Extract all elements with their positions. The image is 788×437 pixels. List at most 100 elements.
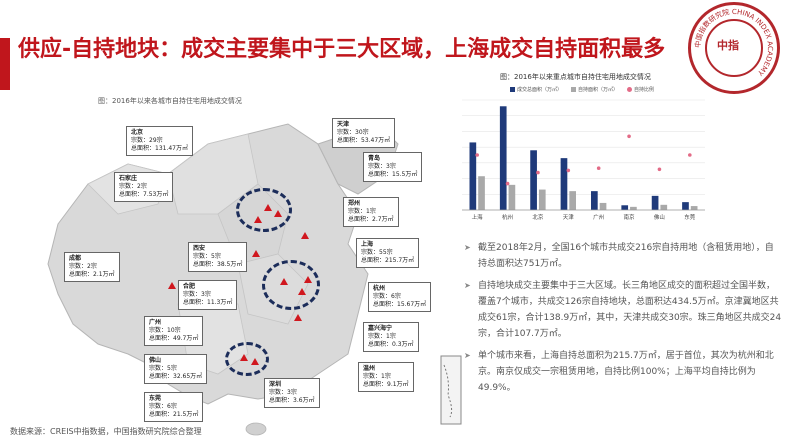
callout-city: 石家庄 (119, 175, 138, 182)
seal-ring-text: 中国指数研究院 CHINA INDEX ACADEMY (693, 7, 774, 77)
callout-area: 总面积：53.47万㎡ (337, 137, 391, 144)
callout-city: 北京 (131, 129, 144, 136)
bar-self-东莞 (690, 206, 698, 210)
bar-self-天津 (569, 191, 576, 210)
ratio-point-佛山 (657, 167, 662, 172)
callout-area: 总面积：3.6万㎡ (269, 397, 315, 404)
callout-city: 西安 (193, 245, 206, 252)
map-caption: 图：2016年以来各城市自持住宅用地成交情况 (98, 97, 242, 105)
zhengzhou-marker (252, 250, 260, 257)
callout-city: 郑州 (348, 200, 361, 207)
x-tick-label: 上海 (472, 213, 484, 221)
qingdao-marker (301, 232, 309, 239)
x-tick-label: 天津 (563, 214, 575, 221)
callout-city: 杭州 (373, 285, 386, 292)
callout-area: 总面积：21.5万㎡ (149, 411, 199, 418)
guangzhou-marker (240, 354, 248, 361)
callout-city: 嘉兴海宁 (368, 325, 393, 332)
bar-self-北京 (538, 189, 546, 210)
callout-wenzhou: 温州 宗数：1宗 总面积：9.1万㎡ (358, 362, 414, 392)
bar-total-北京 (530, 150, 537, 210)
yangtze-delta-region-circle (262, 260, 320, 310)
seal-center-text: 中指 (717, 39, 739, 52)
bar-total-南京 (621, 205, 629, 210)
hefei-marker (280, 278, 288, 285)
callout-hangzhou: 杭州 宗数：6宗 总面积：15.67万㎡ (368, 282, 432, 312)
callout-count: 宗数：1宗 (348, 208, 376, 215)
callout-guangzhou: 广州 宗数：10宗 总面积：49.7万㎡ (144, 316, 204, 346)
x-tick-label: 南京 (624, 213, 636, 221)
callout-area: 总面积：131.47万㎡ (131, 145, 188, 152)
chengdu-marker (168, 282, 176, 289)
hangzhou-marker (298, 288, 306, 295)
data-source-note: 数据来源：CREIS中指数据，中国指数研究院综合整理 (10, 427, 202, 436)
x-tick-label: 佛山 (654, 213, 665, 221)
callout-area: 总面积：2.1万㎡ (69, 271, 115, 278)
callout-count: 宗数：1宗 (368, 333, 396, 340)
callout-city: 上海 (361, 241, 374, 248)
jingjinji-region-circle (236, 188, 292, 232)
callout-count: 宗数：3宗 (368, 163, 396, 170)
callout-xian: 西安 宗数：5宗 总面积：38.5万㎡ (188, 242, 248, 272)
callout-shijiazhuang: 石家庄 宗数：2宗 总面积：7.53万㎡ (114, 172, 174, 202)
shijiazhuang-marker (254, 216, 262, 223)
callout-count: 宗数：30宗 (337, 129, 369, 136)
shanghai-marker (304, 276, 312, 283)
callout-area: 总面积：9.1万㎡ (363, 381, 409, 388)
legend-swatch (510, 87, 515, 92)
callout-beijing: 北京 宗数：29宗 总面积：131.47万㎡ (126, 126, 193, 156)
callout-city: 成都 (69, 255, 82, 262)
bar-total-杭州 (499, 106, 507, 210)
bar-self-广州 (599, 202, 607, 210)
callout-count: 宗数：6宗 (149, 403, 177, 410)
bar-total-东莞 (682, 202, 689, 210)
bar-self-杭州 (508, 184, 516, 210)
callout-count: 宗数：10宗 (149, 327, 181, 334)
bar-chart-panel: 图：2016年以来重点城市自持住宅用地成交情况 成交总面积（万㎡） 自持面积（万… (450, 70, 715, 240)
x-tick-label: 杭州 (502, 213, 513, 221)
x-tick-label: 广州 (593, 213, 604, 221)
bar-chart: 上海 杭州 北京 天津 广州 南京 佛山 东莞 (462, 99, 705, 221)
callout-city: 合肥 (183, 283, 196, 290)
callout-count: 宗数：2宗 (69, 263, 97, 270)
ratio-point-上海 (475, 153, 479, 157)
bar-self-佛山 (660, 204, 668, 210)
x-tick-label: 北京 (532, 213, 544, 221)
legend-swatch (571, 87, 577, 92)
callout-area: 总面积：15.5万㎡ (368, 171, 418, 178)
callout-count: 宗数：2宗 (119, 183, 147, 190)
bar-total-天津 (560, 158, 568, 210)
callout-city: 天津 (337, 121, 350, 128)
bullet-item: 截至2018年2月，全国16个城市共成交216宗自持用地（含租赁用地），自持总面… (462, 240, 782, 272)
legend-item-total: 成交总面积（万㎡） (510, 86, 562, 93)
chart-legend: 成交总面积（万㎡） 自持面积（万㎡） 自持比例 (510, 86, 654, 93)
callout-count: 宗数：5宗 (193, 253, 221, 260)
bullet-item: 单个城市来看，上海自持总面积为215.7万㎡，居于首位，其次为杭州和北京。南京仅… (462, 348, 782, 396)
legend-swatch (627, 87, 633, 92)
pearl-delta-region-circle (225, 342, 269, 376)
ratio-point-杭州 (505, 181, 510, 186)
callout-area: 总面积：215.7万㎡ (361, 257, 415, 264)
x-tick-label: 东莞 (684, 213, 696, 221)
map-panel: 图：2016年以来各城市自持住宅用地成交情况 北京 宗数：29宗 总面积：131… (18, 92, 443, 436)
callout-city: 佛山 (149, 357, 162, 364)
wenzhou-marker (294, 314, 302, 321)
ratio-point-东莞 (688, 153, 692, 157)
bar-total-广州 (591, 191, 598, 210)
legend-item-ratio: 自持比例 (627, 86, 654, 93)
bar-self-上海 (478, 176, 485, 210)
seal-inner-ring (705, 19, 763, 77)
page-title: 供应-自持地块：成交主要集中于三大区域，上海成交自持面积最多 (18, 37, 666, 62)
title-accent-bar (0, 38, 10, 90)
chart-title: 图：2016年以来重点城市自持住宅用地成交情况 (500, 73, 651, 81)
callout-shanghai: 上海 宗数：55宗 总面积：215.7万㎡ (356, 238, 420, 268)
callout-tianjin: 天津 宗数：30宗 总面积：53.47万㎡ (332, 118, 396, 148)
china-index-academy-seal: 中国指数研究院 CHINA INDEX ACADEMY 中指 (688, 2, 780, 94)
callout-hefei: 合肥 宗数：3宗 总面积：11.3万㎡ (178, 280, 238, 310)
callout-count: 宗数：29宗 (131, 137, 163, 144)
south-china-sea-inset (440, 355, 462, 425)
ratio-point-天津 (566, 168, 571, 173)
callout-count: 宗数：6宗 (373, 293, 401, 300)
callout-count: 宗数：1宗 (363, 373, 391, 380)
callout-shenzhen: 深圳 宗数：3宗 总面积：3.6万㎡ (264, 378, 320, 408)
